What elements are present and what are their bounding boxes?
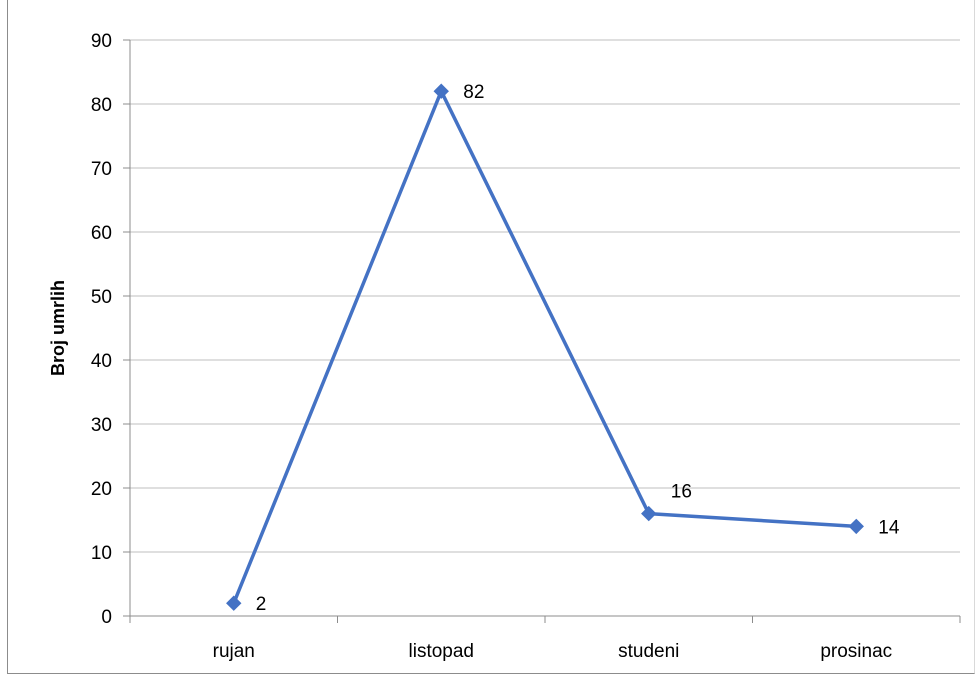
gridlines — [130, 39, 960, 553]
data-point-marker — [433, 83, 449, 99]
data-label: 82 — [463, 82, 484, 103]
y-tick-label: 50 — [91, 287, 112, 308]
x-tick-label: rujan — [213, 641, 255, 662]
data-point-marker — [641, 505, 657, 522]
y-tick-label: 30 — [91, 415, 112, 436]
y-tick-label: 0 — [101, 607, 112, 628]
y-tick-label: 90 — [91, 31, 112, 52]
y-tick-label: 80 — [91, 95, 112, 116]
data-point-marker — [226, 595, 242, 611]
y-tick-label: 70 — [91, 159, 112, 180]
data-point-marker — [848, 518, 864, 535]
x-tick-label: prosinac — [820, 641, 892, 662]
data-label: 14 — [878, 517, 900, 538]
series-line — [232, 89, 858, 605]
x-tick-label: listopad — [409, 641, 475, 662]
y-axis-title: Broj umrlih — [48, 280, 68, 376]
x-tick-labels: rujan listopad studeni prosinac — [213, 641, 893, 662]
data-label: 16 — [671, 482, 692, 503]
y-tick-labels: 0 10 20 30 40 50 60 70 80 90 — [91, 31, 112, 628]
y-tick-label: 20 — [91, 479, 112, 500]
data-labels: 2 82 16 14 — [256, 82, 900, 615]
y-tick-label: 40 — [91, 351, 112, 372]
x-tick-label: studeni — [618, 641, 679, 662]
data-label: 2 — [256, 594, 267, 615]
y-tick-label: 60 — [91, 223, 112, 244]
series — [226, 83, 864, 611]
y-tick-label: 10 — [91, 543, 112, 564]
axes — [123, 39, 961, 623]
chart-frame — [7, 0, 975, 674]
